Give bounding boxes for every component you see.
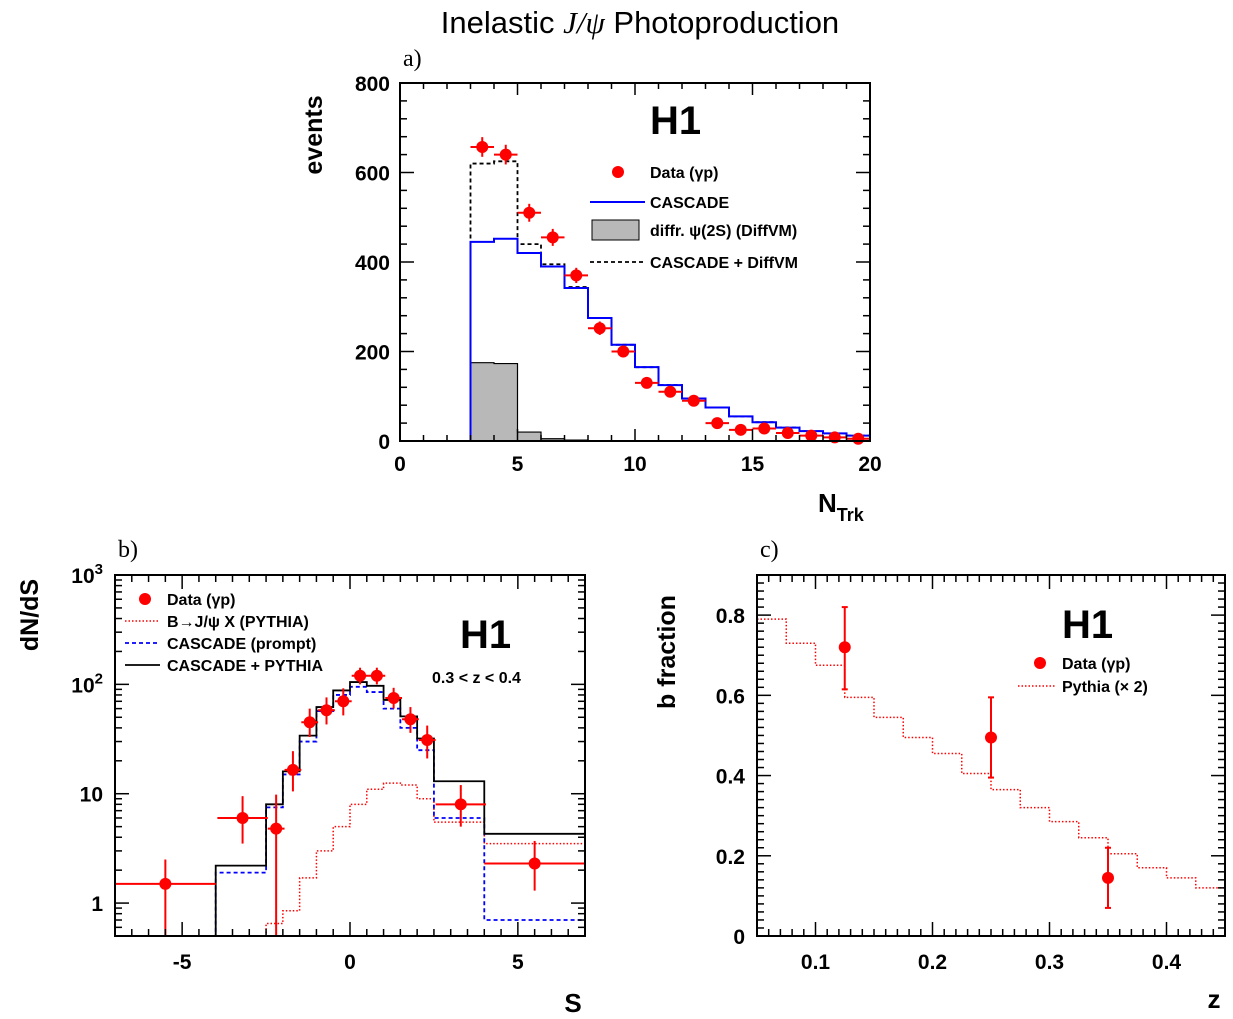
data-point <box>734 423 747 436</box>
data-point <box>404 713 417 726</box>
experiment-label: H1 <box>650 99 701 143</box>
data-point <box>805 429 818 442</box>
x-tick-label: 5 <box>512 951 524 974</box>
y-tick-label: 103 <box>71 561 103 588</box>
data-point <box>687 394 700 407</box>
figure-title: Inelastic J/ψ Photoproduction <box>441 5 839 40</box>
panel-label: a) <box>403 46 422 72</box>
x-tick-label: 10 <box>623 453 646 476</box>
legend-pythia-label: B→J/ψ X (PYTHIA) <box>167 614 309 631</box>
data-point <box>838 641 851 654</box>
cascade-histogram <box>400 237 870 442</box>
x-axis-label: NTrk <box>818 488 865 525</box>
data-point <box>593 322 606 335</box>
y-tick-label: 0 <box>378 431 390 454</box>
data-point <box>421 733 434 746</box>
y-axis-label: events <box>300 95 328 174</box>
data-point <box>236 811 249 824</box>
legend-data-label: Data (γp) <box>167 592 235 609</box>
data-point <box>1102 871 1114 884</box>
y-axis-label: dN/dS <box>16 579 44 651</box>
data-point <box>387 692 400 705</box>
data-point <box>985 731 997 744</box>
annotation-z-range: 0.3 < z < 0.4 <box>432 670 521 687</box>
data-point <box>354 669 367 682</box>
data-point <box>758 422 771 435</box>
data-point <box>499 148 512 161</box>
x-tick-label: 20 <box>858 453 881 476</box>
data-point <box>320 704 333 717</box>
data-point <box>523 206 536 219</box>
legend-cascade-label: CASCADE <box>650 195 729 212</box>
y-tick-label: 200 <box>355 342 390 365</box>
data-point <box>711 417 724 430</box>
panel-b-plot-area <box>115 667 585 936</box>
data-point <box>303 716 316 729</box>
legend-data-marker <box>1034 657 1046 669</box>
y-tick-label: 10 <box>80 784 103 807</box>
legend-sum-label: CASCADE + PYTHIA <box>167 658 323 675</box>
y-tick-label: 1 <box>91 893 103 916</box>
data-point <box>370 669 383 682</box>
x-tick-label: 0.1 <box>801 951 831 974</box>
y-tick-label: 600 <box>355 163 390 186</box>
legend-cascade-label: CASCADE (prompt) <box>167 636 316 653</box>
x-tick-label: 5 <box>512 453 524 476</box>
data-point <box>640 376 653 389</box>
data-point <box>617 345 630 358</box>
legend-data-marker <box>139 593 151 605</box>
legend-pythia-label: Pythia (× 2) <box>1062 679 1148 696</box>
panel-label: c) <box>760 537 779 563</box>
y-axis-label: b fraction <box>653 595 681 709</box>
pythia-histogram <box>757 618 1225 889</box>
x-tick-label: 0.2 <box>918 951 947 974</box>
y-tick-label: 400 <box>355 252 390 275</box>
experiment-label: H1 <box>460 613 511 657</box>
data-point <box>546 231 559 244</box>
x-tick-label: 0.4 <box>1152 951 1182 974</box>
data-point <box>570 269 583 282</box>
x-tick-label: 0.3 <box>1035 951 1064 974</box>
data-point <box>528 857 541 870</box>
data-point <box>159 877 172 890</box>
data-point <box>454 798 467 811</box>
x-tick-label: -5 <box>173 951 192 974</box>
x-axis-label: z <box>1208 984 1221 1014</box>
data-point <box>781 426 794 439</box>
y-tick-label: 0.2 <box>716 846 745 869</box>
y-tick-label: 0.8 <box>716 605 746 628</box>
panel-a-nTrk-distribution: 0 5 10 15 200200400600800NTrkeventsa)H1Data … <box>300 46 882 525</box>
x-tick-label: 0 <box>344 951 356 974</box>
legend-data-label: Data (γp) <box>1062 656 1130 673</box>
data-point <box>476 140 489 153</box>
y-tick-label: 0.4 <box>716 766 746 789</box>
legend-data-label: Data (γp) <box>650 165 718 182</box>
cascade-prompt-histogram <box>115 685 585 936</box>
x-axis-label: S <box>564 988 581 1018</box>
y-tick-label: 0.6 <box>716 685 745 708</box>
legend-data-marker <box>612 166 624 178</box>
panel-c-b-fraction: 0.1 0.2 0.3 0.4 0 0.2 0.4 0.6 0.8 z b fraction c) H1… <box>653 537 1226 1014</box>
data-point <box>852 432 865 445</box>
x-tick-label: 0 <box>394 453 406 476</box>
experiment-label: H1 <box>1062 603 1113 647</box>
data-point <box>286 763 299 776</box>
legend-sum-label: CASCADE + DiffVM <box>650 255 798 272</box>
y-tick-label: 102 <box>71 670 103 697</box>
pythia-histogram <box>115 782 585 936</box>
data-point <box>337 695 350 708</box>
legend-diffvm-label: diffr. ψ(2S) (DiffVM) <box>650 223 797 240</box>
legend-diffvm-box <box>591 219 640 241</box>
data-point <box>664 385 677 398</box>
y-tick-label: 800 <box>355 73 390 96</box>
data-point <box>270 822 283 835</box>
panel-label: b) <box>118 537 138 563</box>
panel-b-S-distribution: -5 0 5 1 10 102 103 SdN/dS b) H1 0.3 < z < 0.4 Data… <box>16 537 586 1018</box>
y-tick-label: 0 <box>733 926 745 949</box>
x-tick-label: 15 <box>741 453 765 476</box>
